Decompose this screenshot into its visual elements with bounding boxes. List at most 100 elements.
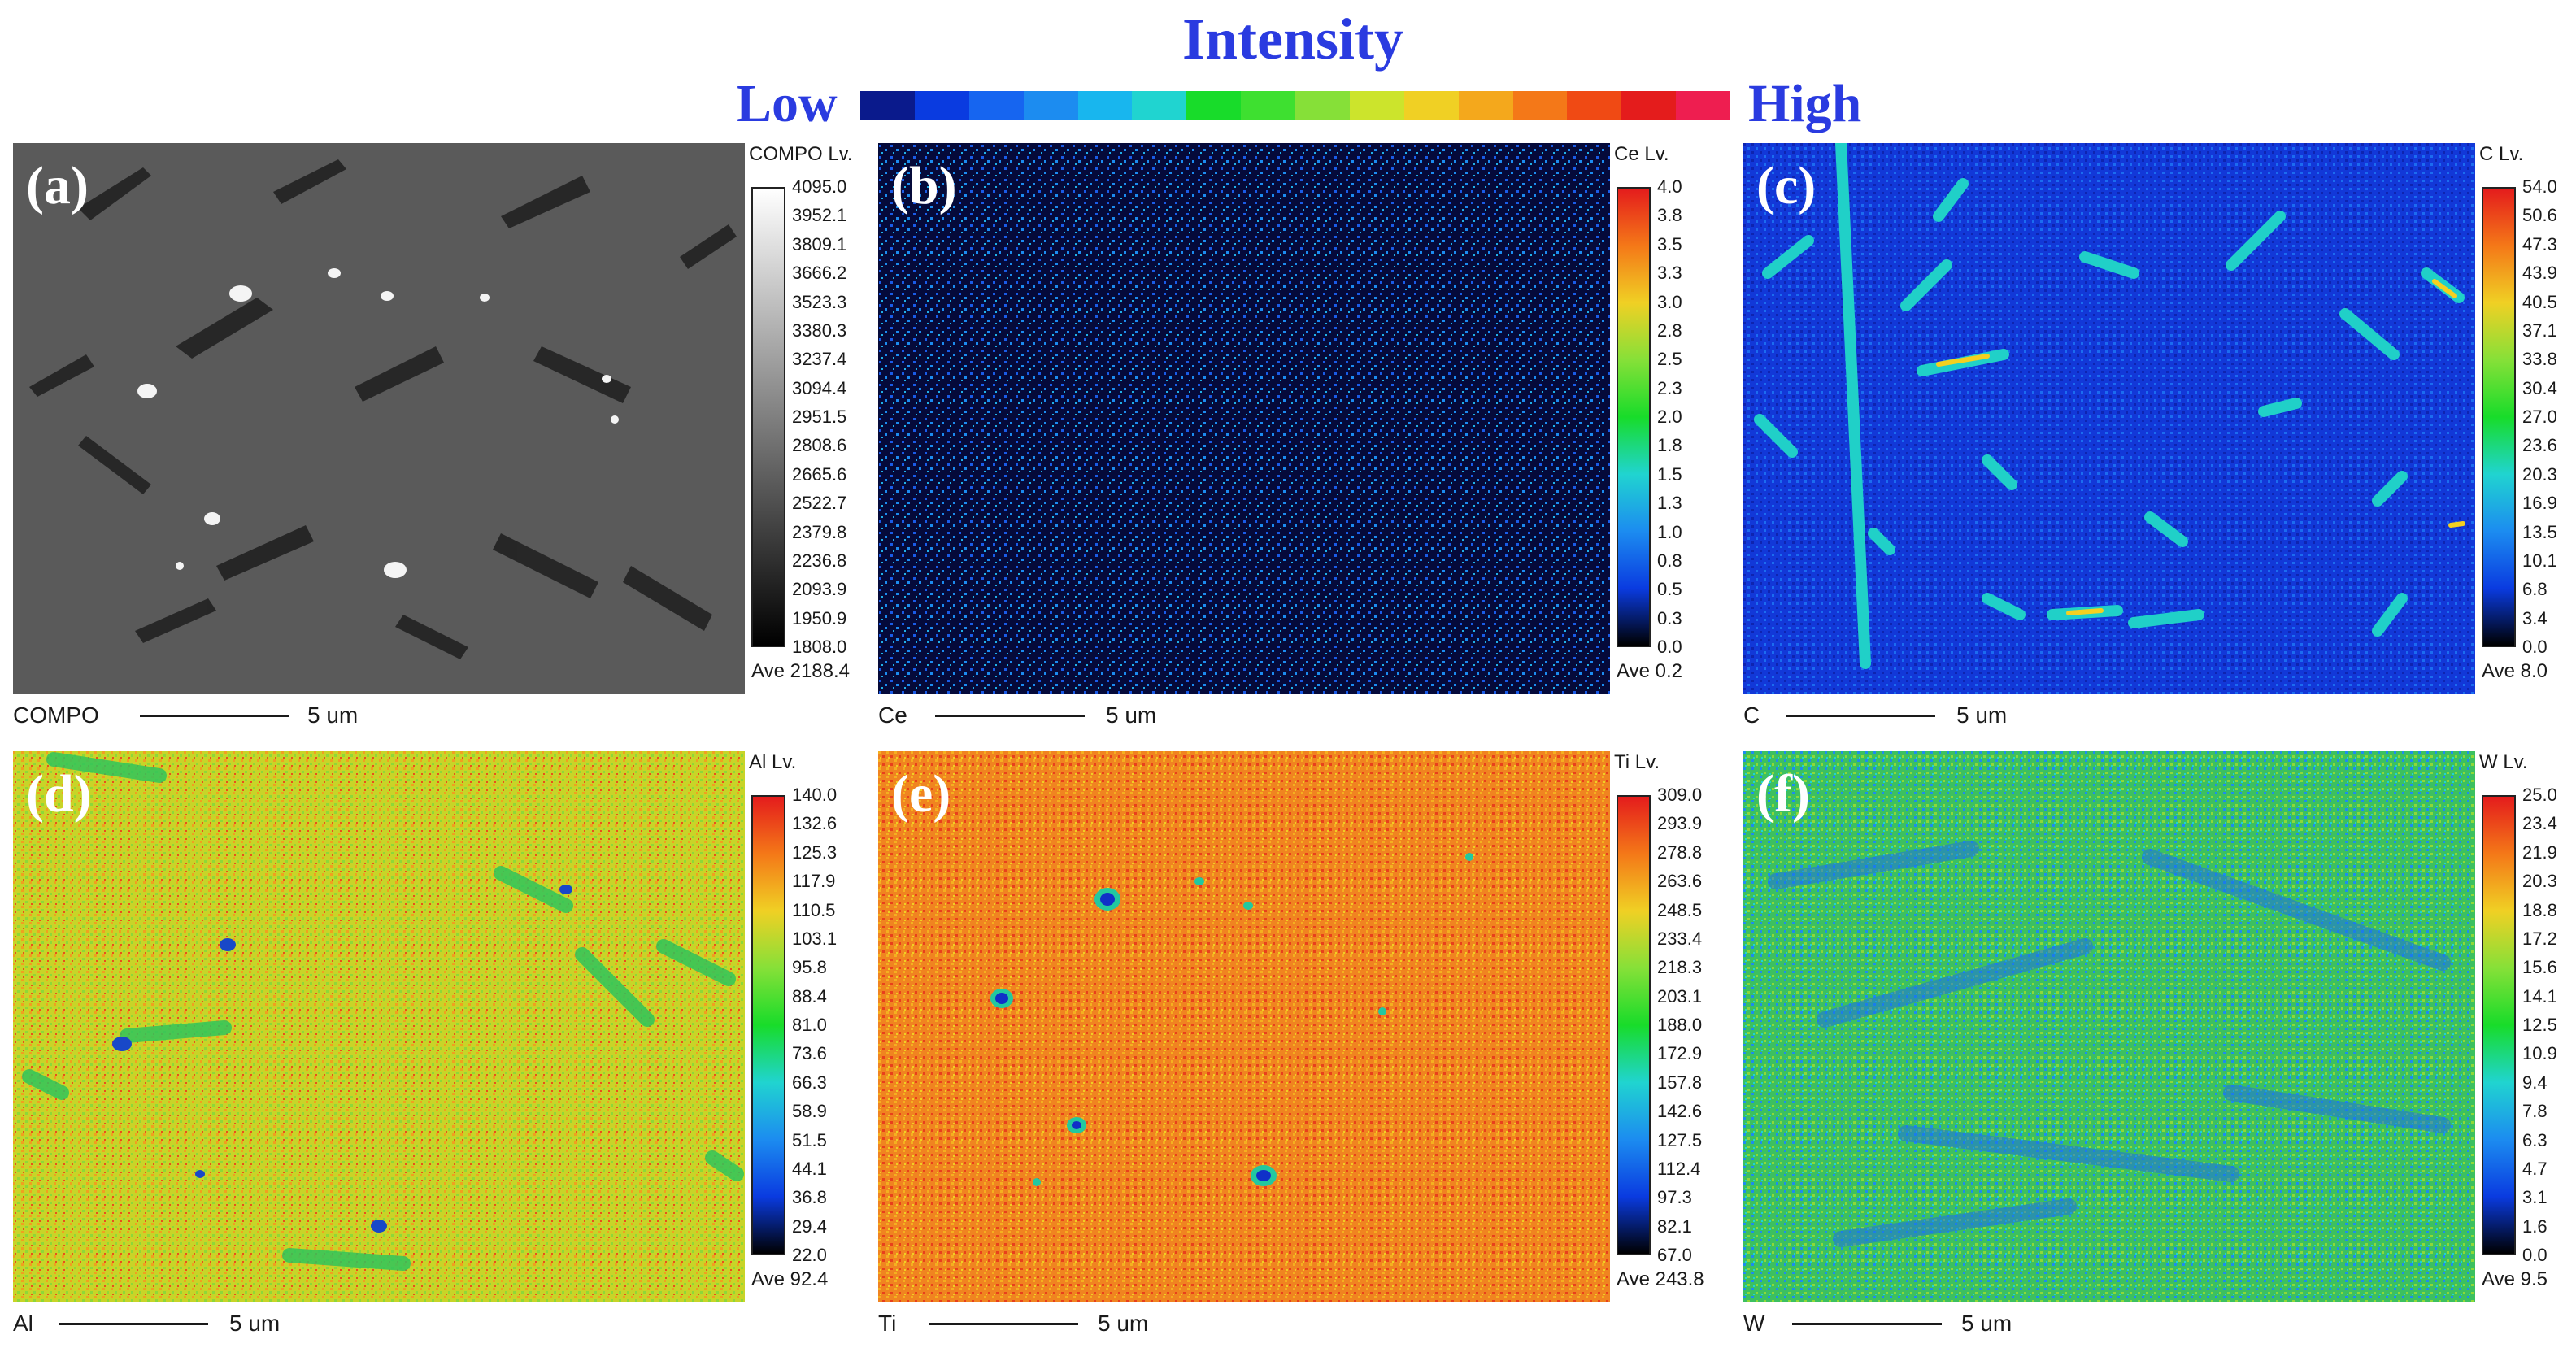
al-colorbar	[751, 795, 785, 1255]
intensity-bar-segment	[1567, 91, 1622, 120]
al-average: Ave 92.4	[751, 1268, 829, 1290]
panel-label-f: (f)	[1756, 764, 1810, 824]
colorbar-tick-label: 6.8	[2522, 579, 2548, 600]
ti-ticks: 309.0 293.9 278.8 263.6 248.5 233.4 218.3 203.1…	[1657, 785, 1738, 1265]
colorbar-tick-label: 103.1	[792, 928, 838, 949]
c-scale-value: 5 um	[1956, 702, 2008, 728]
colorbar-tick-label: 4095.0	[792, 176, 847, 197]
colorbar-tick-label: 203.1	[1657, 985, 1703, 1007]
ce-colorbar	[1617, 187, 1651, 647]
ti-map: (e)	[878, 751, 1610, 1302]
colorbar-tick-label: 95.8	[792, 957, 827, 978]
colorbar-tick-label: 117.9	[792, 871, 836, 892]
colorbar-tick-label: 3.1	[2522, 1187, 2548, 1208]
al-map-image	[13, 751, 745, 1302]
colorbar-tick-label: 1.0	[1657, 521, 1682, 542]
compo-colorbar	[751, 187, 785, 647]
colorbar-tick-label: 13.5	[2522, 521, 2557, 542]
colorbar-tick-label: 2522.7	[792, 493, 847, 514]
al-scale-value: 5 um	[229, 1311, 281, 1336]
intensity-bar-segment	[1512, 91, 1568, 120]
colorbar-tick-label: 1.6	[2522, 1215, 2548, 1237]
colorbar-tick-label: 15.6	[2522, 957, 2557, 978]
colorbar-tick-label: 0.3	[1657, 607, 1682, 628]
colorbar-tick-label: 66.3	[792, 1072, 827, 1093]
w-scale-value: 5 um	[1961, 1311, 2012, 1336]
panel-label-e: (e)	[891, 764, 951, 824]
intensity-bar-segment	[1621, 91, 1677, 120]
w-scale-bar	[1792, 1323, 1942, 1325]
intensity-bar-segment	[1676, 91, 1730, 120]
colorbar-tick-label: 0.5	[1657, 579, 1682, 600]
intensity-bar-segment	[1403, 91, 1459, 120]
w-ticks: 25.0 23.4 21.9 20.3 18.8 17.2 15.6 14.1 12.5 10.9…	[2522, 786, 2576, 1264]
ti-average: Ave 243.8	[1617, 1268, 1704, 1290]
colorbar-tick-label: 3523.3	[792, 291, 847, 312]
colorbar-tick-label: 142.6	[1657, 1101, 1703, 1122]
colorbar-tick-label: 6.3	[2522, 1129, 2548, 1150]
w-level-label: W Lv.	[2479, 751, 2528, 773]
colorbar-tick-label: 43.9	[2522, 263, 2557, 284]
w-map: (f)	[1743, 751, 2475, 1302]
colorbar-tick-label: 110.5	[792, 899, 836, 920]
al-scale-element: Al	[13, 1311, 33, 1336]
intensity-bar-segment	[1458, 91, 1513, 120]
w-map-image	[1743, 751, 2475, 1302]
ce-scale-element: Ce	[878, 702, 907, 728]
ce-map-image	[878, 143, 1610, 694]
colorbar-tick-label: 2808.6	[792, 435, 847, 456]
c-scale-bar	[1786, 715, 1935, 717]
colorbar-tick-label: 33.8	[2522, 349, 2557, 370]
colorbar-tick-label: 3.5	[1657, 233, 1682, 254]
intensity-bar-segment	[968, 91, 1024, 120]
colorbar-tick-label: 1808.0	[792, 637, 847, 657]
colorbar-tick-label: 67.0	[1657, 1245, 1692, 1265]
colorbar-tick-label: 22.0	[792, 1245, 827, 1265]
c-map-image	[1743, 143, 2475, 694]
colorbar-tick-label: 1950.9	[792, 607, 847, 628]
intensity-bar-segment	[860, 91, 915, 120]
colorbar-tick-label: 3237.4	[792, 349, 847, 370]
colorbar-tick-label: 50.6	[2522, 205, 2557, 226]
panel-label-a: (a)	[26, 156, 89, 215]
colorbar-tick-label: 3666.2	[792, 263, 847, 284]
colorbar-tick-label: 17.2	[2522, 928, 2557, 949]
colorbar-tick-label: 218.3	[1657, 957, 1703, 978]
colorbar-tick-label: 51.5	[792, 1129, 827, 1150]
colorbar-tick-label: 3809.1	[792, 233, 847, 254]
colorbar-tick-label: 3.8	[1657, 205, 1682, 226]
intensity-colorbar	[860, 91, 1730, 120]
colorbar-tick-label: 88.4	[792, 985, 827, 1007]
colorbar-tick-label: 2236.8	[792, 550, 847, 571]
colorbar-tick-label: 3952.1	[792, 205, 847, 226]
colorbar-tick-label: 29.4	[792, 1215, 827, 1237]
intensity-bar-segment	[1295, 91, 1350, 120]
colorbar-tick-label: 3094.4	[792, 377, 847, 398]
colorbar-tick-label: 16.9	[2522, 493, 2557, 514]
compo-scale-value: 5 um	[307, 702, 359, 728]
intensity-bar-segment	[1349, 91, 1404, 120]
colorbar-tick-label: 44.1	[792, 1158, 827, 1179]
colorbar-tick-label: 3.0	[1657, 291, 1682, 312]
colorbar-tick-label: 309.0	[1657, 785, 1703, 805]
colorbar-tick-label: 54.0	[2522, 176, 2557, 197]
colorbar-tick-label: 1.3	[1657, 493, 1682, 514]
colorbar-tick-label: 125.3	[792, 841, 838, 863]
colorbar-tick-label: 81.0	[792, 1015, 827, 1035]
colorbar-tick-label: 4.7	[2522, 1158, 2548, 1179]
colorbar-tick-label: 2665.6	[792, 463, 847, 485]
colorbar-tick-label: 2.3	[1657, 377, 1682, 398]
w-scale-element: W	[1743, 1311, 1765, 1336]
intensity-bar-segment	[1132, 91, 1187, 120]
colorbar-tick-label: 12.5	[2522, 1015, 2557, 1035]
al-level-label: Al Lv.	[749, 751, 797, 773]
c-average: Ave 8.0	[2482, 660, 2548, 682]
intensity-bar-segment	[1077, 91, 1133, 120]
colorbar-tick-label: 40.5	[2522, 291, 2557, 312]
colorbar-tick-label: 2379.8	[792, 521, 847, 542]
colorbar-tick-label: 172.9	[1657, 1043, 1703, 1064]
colorbar-tick-label: 1.8	[1657, 435, 1682, 456]
colorbar-tick-label: 18.8	[2522, 899, 2557, 920]
colorbar-tick-label: 140.0	[792, 785, 838, 805]
compo-map: (a)	[13, 143, 745, 694]
